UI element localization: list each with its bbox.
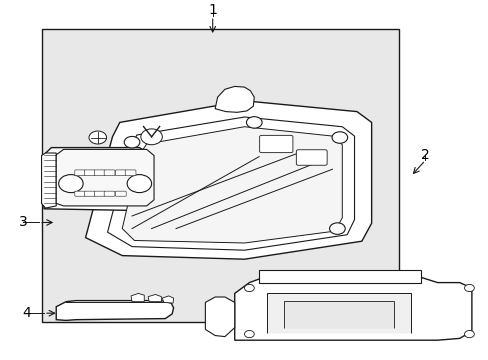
FancyBboxPatch shape — [94, 170, 105, 176]
Polygon shape — [215, 86, 254, 112]
Circle shape — [464, 330, 473, 338]
Polygon shape — [266, 293, 410, 333]
Circle shape — [89, 131, 106, 144]
Polygon shape — [148, 294, 161, 302]
Polygon shape — [122, 127, 342, 243]
FancyBboxPatch shape — [115, 170, 126, 176]
Circle shape — [464, 284, 473, 292]
Polygon shape — [234, 277, 471, 340]
FancyBboxPatch shape — [104, 170, 115, 176]
Text: 1: 1 — [208, 3, 217, 17]
FancyBboxPatch shape — [259, 135, 292, 153]
FancyBboxPatch shape — [94, 191, 105, 196]
Polygon shape — [205, 297, 234, 337]
FancyBboxPatch shape — [84, 170, 95, 176]
Circle shape — [59, 175, 83, 193]
Circle shape — [244, 284, 254, 292]
Polygon shape — [107, 117, 354, 250]
Polygon shape — [41, 153, 56, 208]
Circle shape — [127, 175, 151, 193]
Bar — [41, 29, 398, 322]
Circle shape — [124, 136, 140, 148]
Circle shape — [246, 117, 262, 128]
FancyBboxPatch shape — [125, 170, 136, 176]
Polygon shape — [259, 270, 420, 283]
Polygon shape — [85, 101, 371, 259]
FancyBboxPatch shape — [115, 191, 126, 196]
Polygon shape — [56, 301, 173, 320]
FancyBboxPatch shape — [296, 150, 326, 165]
Text: 3: 3 — [19, 216, 28, 229]
Circle shape — [141, 129, 162, 145]
Polygon shape — [162, 296, 173, 303]
Polygon shape — [283, 301, 393, 328]
FancyBboxPatch shape — [84, 191, 95, 196]
Polygon shape — [44, 148, 159, 211]
Polygon shape — [56, 149, 154, 206]
Text: 4: 4 — [22, 306, 31, 320]
FancyBboxPatch shape — [75, 191, 85, 196]
Text: 2: 2 — [420, 148, 429, 162]
Circle shape — [244, 330, 254, 338]
Polygon shape — [131, 293, 144, 302]
FancyBboxPatch shape — [75, 170, 85, 176]
Circle shape — [331, 132, 347, 143]
FancyBboxPatch shape — [104, 191, 115, 196]
Circle shape — [329, 223, 345, 234]
